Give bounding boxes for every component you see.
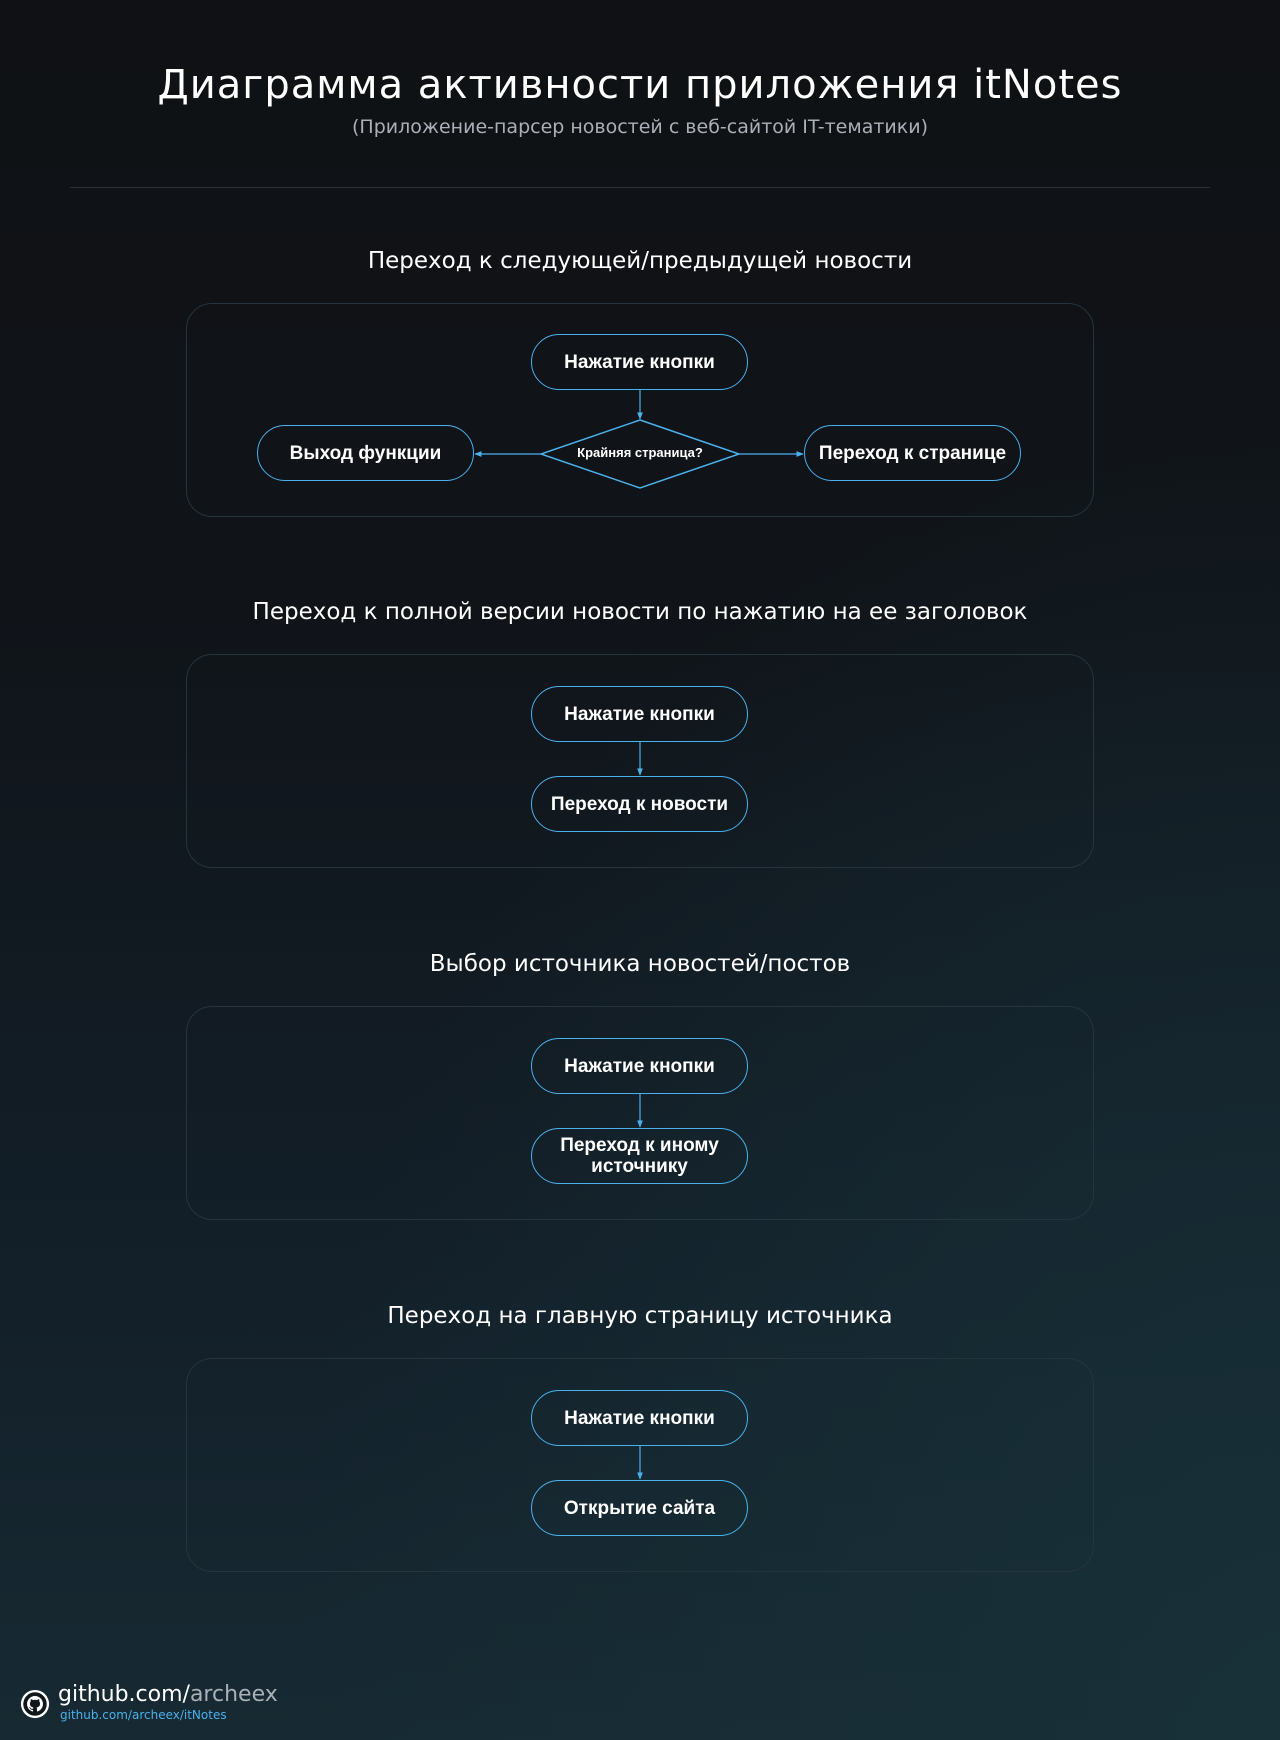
page-subtitle: (Приложение-парсер новостей с веб-сайтой… — [352, 116, 928, 138]
node-go-to-page: Переход к странице — [804, 425, 1021, 481]
decision-label: Крайняя страница? — [577, 445, 703, 460]
github-icon[interactable] — [20, 1689, 50, 1719]
section-panel-navigation — [186, 303, 1094, 517]
github-username: archeex — [189, 1682, 278, 1707]
section-panel-source-select — [186, 1006, 1094, 1220]
node-button-press: Нажатие кнопки — [531, 686, 748, 742]
page-title: Диаграмма активности приложения itNotes — [157, 62, 1123, 108]
repo-link[interactable]: github.com/archeex/itNotes — [60, 1708, 227, 1722]
node-button-press: Нажатие кнопки — [531, 334, 748, 390]
node-label-line: источнику — [591, 1156, 688, 1177]
section-panel-source-home — [186, 1358, 1094, 1572]
section-title-navigation: Переход к следующей/предыдущей новости — [367, 248, 913, 274]
section-title-source-home: Переход на главную страницу источника — [387, 1303, 893, 1329]
node-function-exit: Выход функции — [257, 425, 474, 481]
header-divider — [70, 187, 1210, 188]
section-panel-full-news — [186, 654, 1094, 868]
node-label-line: Переход к иному — [560, 1135, 719, 1156]
node-button-press: Нажатие кнопки — [531, 1038, 748, 1094]
node-button-press: Нажатие кнопки — [531, 1390, 748, 1446]
section-title-source-select: Выбор источника новостей/постов — [429, 951, 851, 977]
section-title-full-news: Переход к полной версии новости по нажат… — [252, 599, 1028, 625]
github-domain: github.com/ — [58, 1682, 190, 1707]
node-go-to-news: Переход к новости — [531, 776, 748, 832]
github-profile-link[interactable]: github.com/archeex — [58, 1682, 278, 1707]
node-go-to-other-source: Переход к иному источнику — [531, 1128, 748, 1184]
node-open-site: Открытие сайта — [531, 1480, 748, 1536]
